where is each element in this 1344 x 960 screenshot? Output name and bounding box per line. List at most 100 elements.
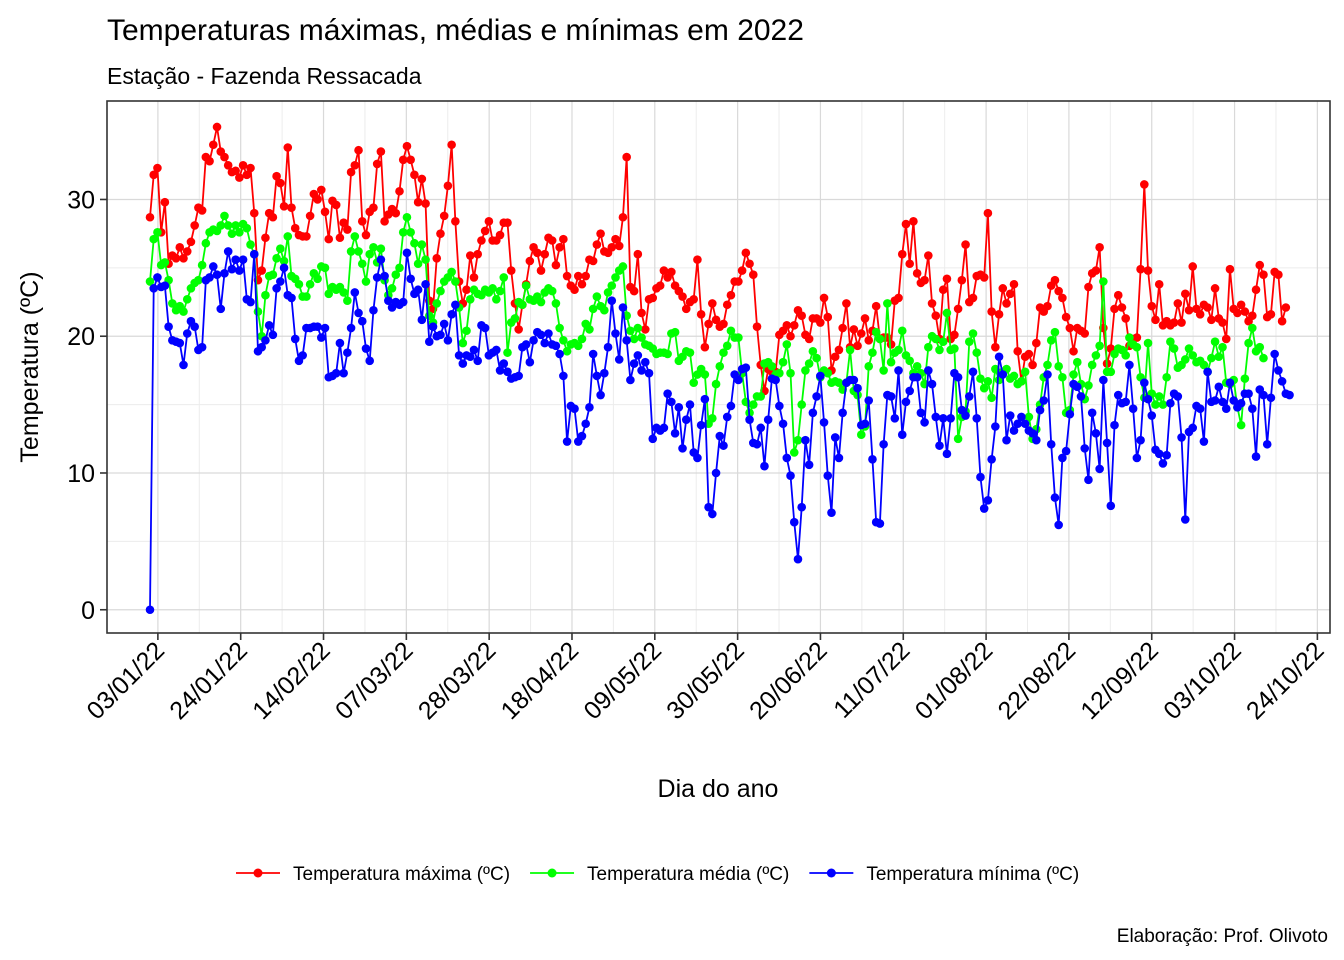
- data-point: [979, 383, 989, 393]
- data-point: [562, 271, 572, 281]
- data-point: [886, 392, 896, 401]
- data-point: [916, 408, 926, 418]
- data-point: [1210, 284, 1220, 293]
- x-tick-label: 11/07/22: [828, 636, 915, 723]
- data-point: [789, 448, 799, 457]
- data-point: [611, 273, 620, 282]
- data-point: [626, 375, 635, 385]
- data-point: [272, 253, 281, 263]
- data-point: [1199, 360, 1209, 370]
- data-point: [261, 290, 270, 300]
- data-point: [611, 234, 620, 244]
- data-point: [320, 323, 330, 333]
- data-point: [845, 345, 855, 355]
- data-point: [648, 293, 658, 303]
- data-point: [797, 502, 806, 512]
- data-point: [853, 383, 862, 393]
- data-point: [1169, 344, 1179, 353]
- data-point: [242, 223, 252, 233]
- data-point: [920, 418, 929, 427]
- data-point: [369, 305, 378, 315]
- data-point: [901, 397, 911, 407]
- data-point: [257, 342, 267, 352]
- data-point: [1032, 435, 1041, 445]
- data-point: [1121, 314, 1130, 323]
- data-point: [648, 434, 658, 444]
- data-point: [402, 141, 412, 151]
- data-point: [894, 345, 903, 355]
- data-point: [1225, 378, 1235, 388]
- data-point: [1065, 409, 1075, 419]
- data-point: [473, 249, 483, 259]
- data-point: [182, 247, 192, 256]
- data-point: [1154, 392, 1164, 401]
- data-point: [447, 267, 456, 277]
- data-point: [1121, 351, 1130, 360]
- data-point: [261, 336, 270, 345]
- data-point: [1054, 362, 1063, 371]
- data-point: [462, 326, 471, 336]
- data-point: [700, 370, 710, 379]
- data-point: [1274, 270, 1283, 279]
- data-point: [674, 403, 684, 412]
- data-point: [1113, 390, 1123, 400]
- data-point: [1140, 180, 1149, 189]
- data-point: [1005, 289, 1015, 299]
- data-point: [812, 353, 821, 363]
- data-point: [313, 195, 322, 204]
- data-point: [1244, 389, 1253, 398]
- data-point: [834, 453, 844, 463]
- data-point: [629, 334, 639, 344]
- legend-item: Temperatura mínima (ºC): [809, 864, 1079, 885]
- data-point: [1024, 412, 1034, 422]
- data-point: [145, 212, 155, 222]
- data-point: [938, 337, 948, 347]
- data-point: [1195, 310, 1205, 319]
- data-point: [1188, 351, 1198, 360]
- data-point: [492, 345, 501, 355]
- data-point: [223, 160, 233, 170]
- data-point: [838, 408, 847, 418]
- data-point: [361, 230, 371, 240]
- data-point: [808, 346, 818, 356]
- data-point: [384, 296, 393, 305]
- data-point: [864, 362, 874, 371]
- data-point: [317, 333, 326, 342]
- data-point: [879, 439, 888, 449]
- data-point: [361, 277, 371, 286]
- data-point: [667, 267, 676, 277]
- data-point: [279, 202, 289, 211]
- data-point: [842, 299, 851, 308]
- data-point: [633, 323, 643, 333]
- data-point: [1218, 397, 1227, 407]
- data-point: [670, 429, 680, 438]
- data-point: [588, 349, 598, 359]
- data-point: [209, 140, 218, 150]
- data-point: [436, 286, 445, 296]
- data-point: [398, 227, 408, 237]
- data-point: [1020, 419, 1030, 429]
- data-point: [547, 236, 557, 245]
- data-point: [700, 394, 710, 404]
- data-point: [879, 366, 888, 375]
- x-tick-label: 09/05/22: [578, 636, 667, 725]
- data-point: [637, 333, 646, 342]
- data-point: [897, 326, 907, 336]
- data-point: [402, 248, 412, 258]
- data-point: [931, 334, 941, 344]
- data-point: [976, 374, 985, 383]
- data-point: [1229, 396, 1238, 405]
- data-point: [715, 362, 725, 371]
- data-point: [734, 277, 743, 286]
- data-point: [503, 348, 512, 357]
- data-point: [197, 260, 207, 270]
- data-point: [1154, 449, 1164, 459]
- data-point: [927, 379, 937, 389]
- data-point: [763, 415, 773, 424]
- data-point: [439, 211, 449, 221]
- data-point: [1132, 453, 1142, 463]
- data-point: [1028, 429, 1037, 438]
- data-point: [238, 160, 248, 170]
- data-point: [421, 255, 430, 264]
- data-point: [573, 271, 583, 281]
